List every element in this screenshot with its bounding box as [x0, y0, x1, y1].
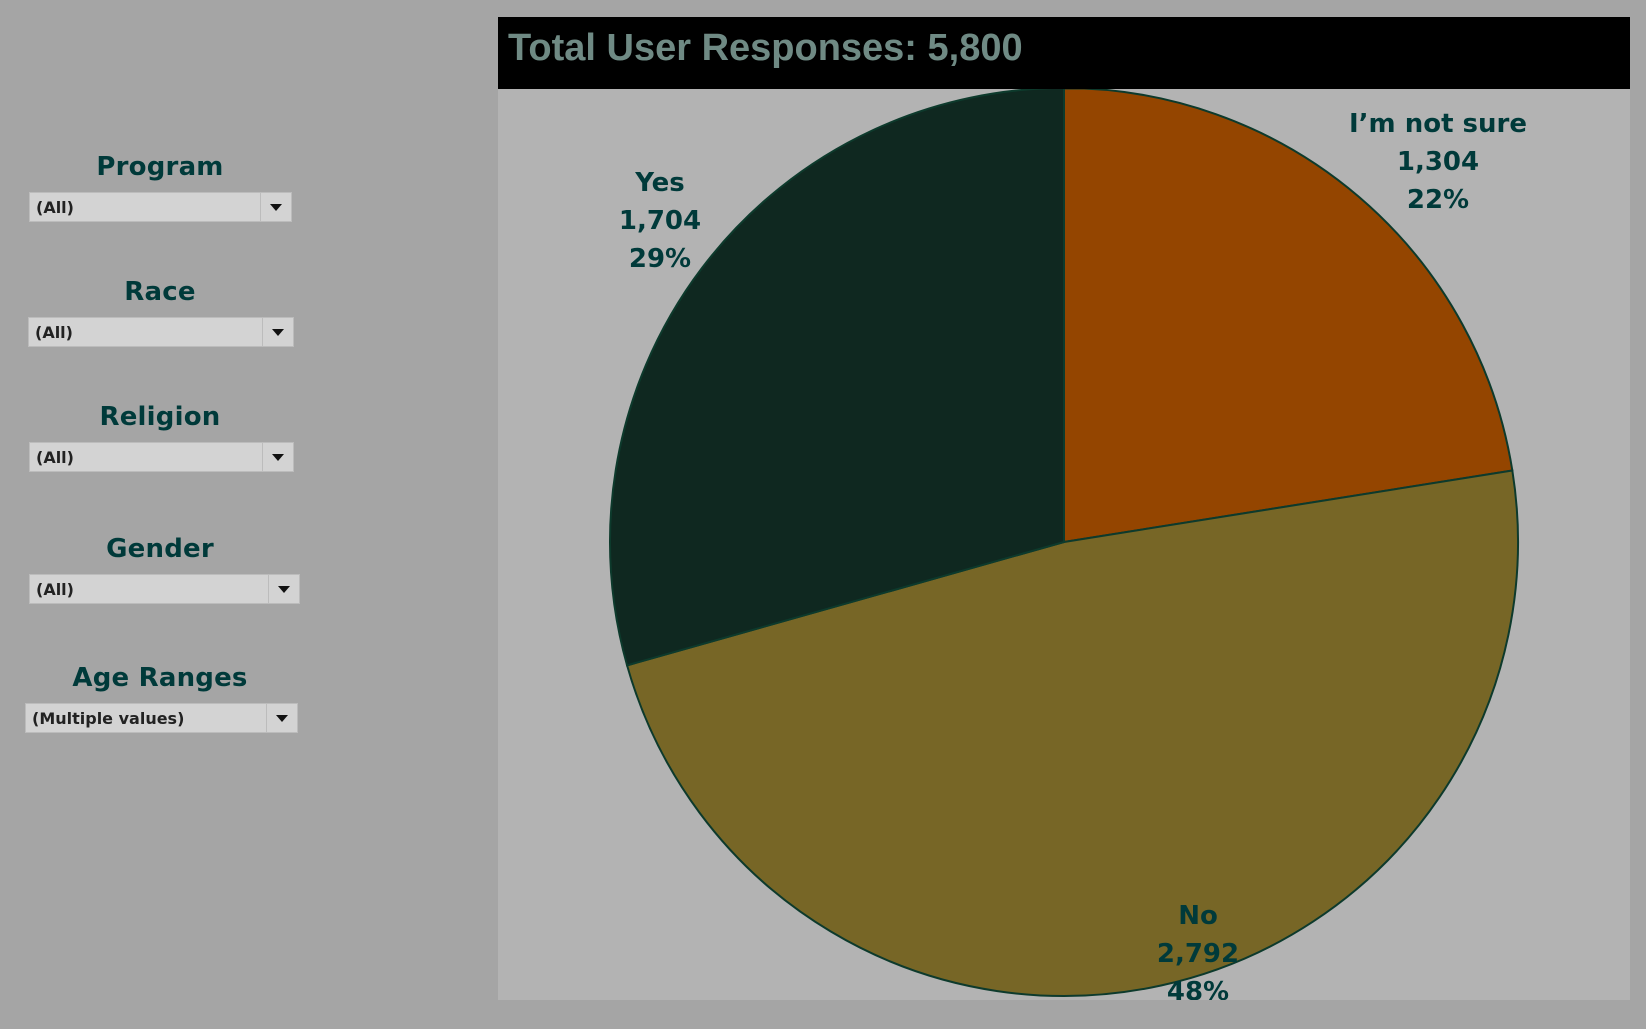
slice-percent-label: 29%: [629, 244, 691, 274]
chevron-down-icon[interactable]: [262, 318, 293, 346]
pie-slice-yes[interactable]: [609, 89, 1065, 667]
filter-label-race: Race: [124, 277, 196, 307]
pie-slice-no[interactable]: [625, 469, 1519, 997]
gender-dropdown-value: (All): [36, 580, 74, 599]
religion-dropdown[interactable]: (All): [29, 442, 294, 472]
pie-slice-i-m-not-sure[interactable]: [1063, 89, 1514, 544]
chevron-down-icon[interactable]: [260, 193, 291, 221]
slice-name-label: Yes: [634, 168, 685, 198]
race-dropdown[interactable]: (All): [28, 317, 294, 347]
pie-chart: I’m not sure 1,304 22% No 2,792 48% Yes 1,704 29…: [609, 89, 1527, 1000]
age-ranges-dropdown[interactable]: (Multiple values): [25, 703, 298, 733]
program-dropdown[interactable]: (All): [29, 192, 292, 222]
program-dropdown-value: (All): [36, 198, 74, 217]
slice-value-label: 1,704: [619, 206, 701, 236]
chevron-down-icon[interactable]: [266, 704, 297, 732]
filter-age-ranges: Age Ranges (Multiple values): [0, 663, 320, 733]
filter-label-religion: Religion: [99, 402, 221, 432]
chevron-down-icon[interactable]: [268, 575, 299, 603]
slice-name-label: No: [1178, 901, 1218, 931]
chart-title: Total User Responses: 5,800: [508, 27, 1023, 69]
slice-name-label: I’m not sure: [1349, 109, 1527, 139]
filter-race: Race (All): [0, 277, 320, 347]
filter-religion: Religion (All): [0, 402, 320, 472]
age-ranges-dropdown-value: (Multiple values): [32, 709, 185, 728]
chart-panel: Total User Responses: 5,800 I’m not sure…: [498, 17, 1630, 1000]
filter-label-program: Program: [96, 152, 224, 182]
chart-header: Total User Responses: 5,800: [498, 17, 1630, 89]
slice-value-label: 2,792: [1157, 939, 1239, 969]
slice-percent-label: 48%: [1167, 977, 1229, 1000]
filter-label-gender: Gender: [106, 534, 214, 564]
chevron-down-icon[interactable]: [262, 443, 293, 471]
religion-dropdown-value: (All): [36, 448, 74, 467]
slice-label-i-m-not-sure: I’m not sure 1,304 22%: [1349, 109, 1527, 215]
slice-label-yes: Yes 1,704 29%: [619, 168, 701, 274]
filter-program: Program (All): [0, 152, 320, 222]
slice-label-no: No 2,792 48%: [1157, 901, 1239, 1000]
gender-dropdown[interactable]: (All): [29, 574, 300, 604]
filters-panel: Program (All) Race (All) Religion (All) …: [0, 0, 320, 1029]
filter-gender: Gender (All): [0, 534, 320, 604]
slice-percent-label: 22%: [1407, 185, 1469, 215]
slice-value-label: 1,304: [1397, 147, 1479, 177]
race-dropdown-value: (All): [35, 323, 73, 342]
filter-label-age-ranges: Age Ranges: [72, 663, 248, 693]
